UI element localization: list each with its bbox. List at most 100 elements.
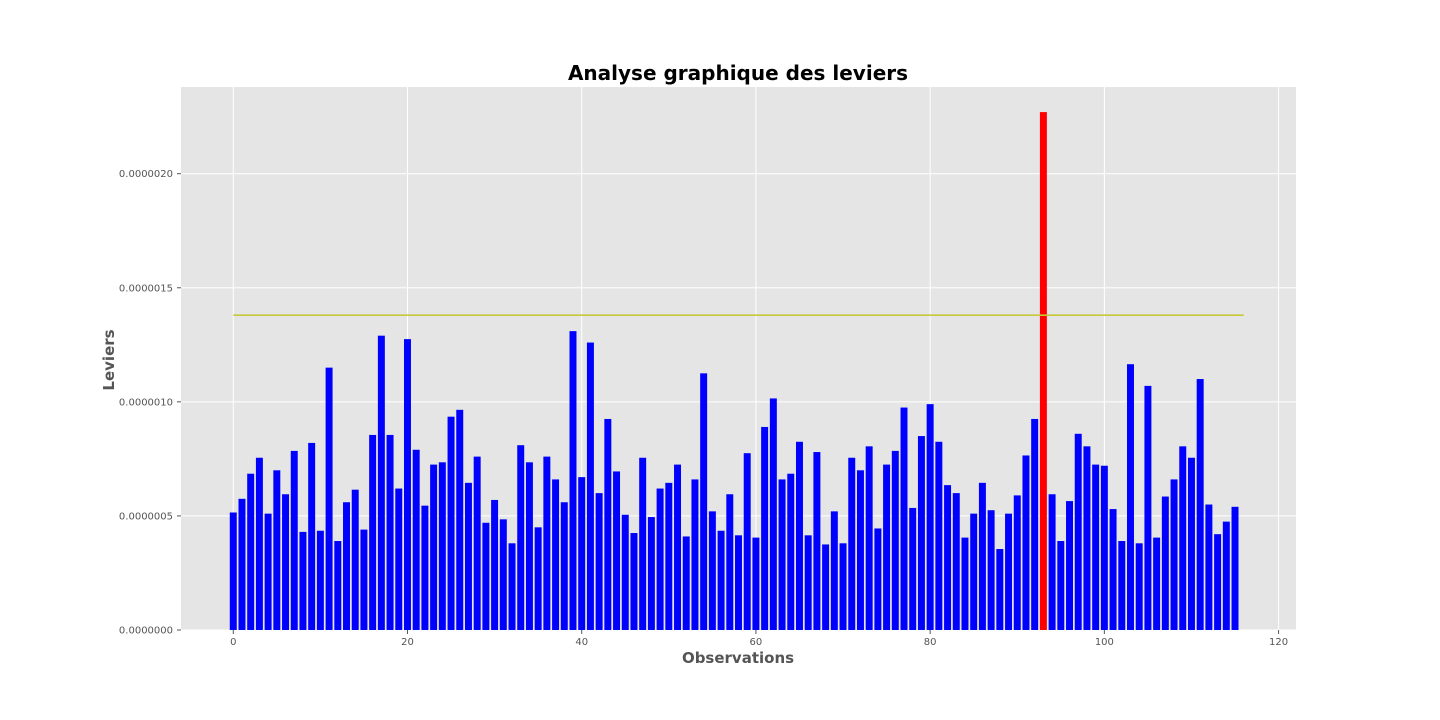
bar <box>543 456 551 630</box>
bar <box>700 373 708 630</box>
bar <box>1153 537 1161 630</box>
x-tick-label: 20 <box>401 637 414 648</box>
y-tick-label: 0.0000005 <box>119 511 173 522</box>
bar <box>282 494 290 630</box>
bar <box>926 404 934 630</box>
bar <box>952 493 960 630</box>
bar <box>613 471 621 630</box>
bar <box>822 544 830 630</box>
bar <box>795 441 803 630</box>
x-axis-ticks: 0 20 40 60 80 100 120 <box>230 630 1288 648</box>
bar <box>761 426 769 630</box>
x-tick-label: 120 <box>1269 637 1288 648</box>
bar-highlighted <box>1039 112 1047 631</box>
x-tick-label: 80 <box>924 637 937 648</box>
bars <box>229 112 1239 631</box>
bar <box>1127 364 1134 630</box>
bar <box>865 446 873 630</box>
bar <box>464 482 472 630</box>
bar <box>264 513 272 630</box>
y-tick-label: 0.0000000 <box>119 626 173 637</box>
bar <box>351 489 359 630</box>
y-tick-label: 0.0000020 <box>119 169 173 180</box>
bar <box>1118 541 1126 630</box>
x-tick-label: 40 <box>575 637 588 648</box>
bar <box>1057 541 1065 630</box>
bar <box>804 535 812 630</box>
bar <box>1022 455 1030 630</box>
chart-title: Analyse graphique des leviers <box>568 61 908 85</box>
y-tick-label: 0.0000015 <box>119 283 173 294</box>
bar <box>1048 494 1056 630</box>
bar <box>1109 509 1117 630</box>
y-axis-label: Leviers <box>100 329 118 390</box>
bar <box>343 502 350 630</box>
bar <box>377 335 385 630</box>
bar <box>369 434 377 630</box>
bar <box>299 531 307 630</box>
bar <box>595 493 603 630</box>
bar <box>508 543 516 630</box>
bar <box>360 529 368 630</box>
y-tick-label: 0.0000010 <box>119 397 173 408</box>
bar <box>752 537 760 630</box>
x-axis-label: Observations <box>682 649 794 667</box>
bar <box>769 398 777 630</box>
bar <box>255 457 263 630</box>
bar <box>1092 464 1100 630</box>
bar <box>856 470 864 630</box>
bar <box>438 462 446 630</box>
bar <box>334 541 342 630</box>
bar <box>935 441 943 630</box>
bar <box>996 549 1004 630</box>
bar <box>1179 446 1187 630</box>
bar <box>412 449 420 630</box>
bar <box>743 453 751 630</box>
bar <box>430 464 438 630</box>
bar <box>944 485 952 630</box>
bar <box>1013 495 1021 630</box>
bar <box>961 537 969 630</box>
bar <box>308 442 316 630</box>
bar <box>473 456 481 630</box>
bar <box>604 418 612 630</box>
bar <box>917 436 925 630</box>
bar <box>525 462 533 630</box>
bar <box>909 507 917 630</box>
bar <box>586 342 594 630</box>
bar <box>874 528 882 630</box>
bar <box>1205 504 1213 630</box>
y-axis-ticks: 0.0000000 0.0000005 0.0000010 0.0000015 0.00… <box>119 169 181 637</box>
bar <box>1196 379 1204 630</box>
bar <box>447 416 455 630</box>
bar <box>456 409 464 630</box>
bar <box>534 527 542 630</box>
bar <box>499 519 507 630</box>
bar <box>621 514 629 630</box>
bar <box>1144 385 1152 630</box>
bar <box>830 511 838 630</box>
bar <box>560 502 568 630</box>
bar <box>1214 534 1222 630</box>
bar <box>708 511 716 630</box>
bar <box>639 457 647 630</box>
bar <box>1187 457 1195 630</box>
bar <box>290 450 298 630</box>
bar <box>1231 506 1239 630</box>
bar <box>839 543 847 630</box>
bar <box>273 470 281 630</box>
x-tick-label: 100 <box>1095 637 1114 648</box>
bar <box>421 505 429 630</box>
bar <box>404 339 411 630</box>
bar <box>674 464 682 630</box>
bar <box>395 488 403 630</box>
bar <box>717 530 725 630</box>
bar <box>987 510 995 630</box>
bar <box>778 479 786 630</box>
bar <box>978 482 986 630</box>
bar <box>517 445 525 630</box>
bar <box>665 482 673 630</box>
bar <box>630 533 638 630</box>
x-tick-label: 0 <box>230 637 236 648</box>
